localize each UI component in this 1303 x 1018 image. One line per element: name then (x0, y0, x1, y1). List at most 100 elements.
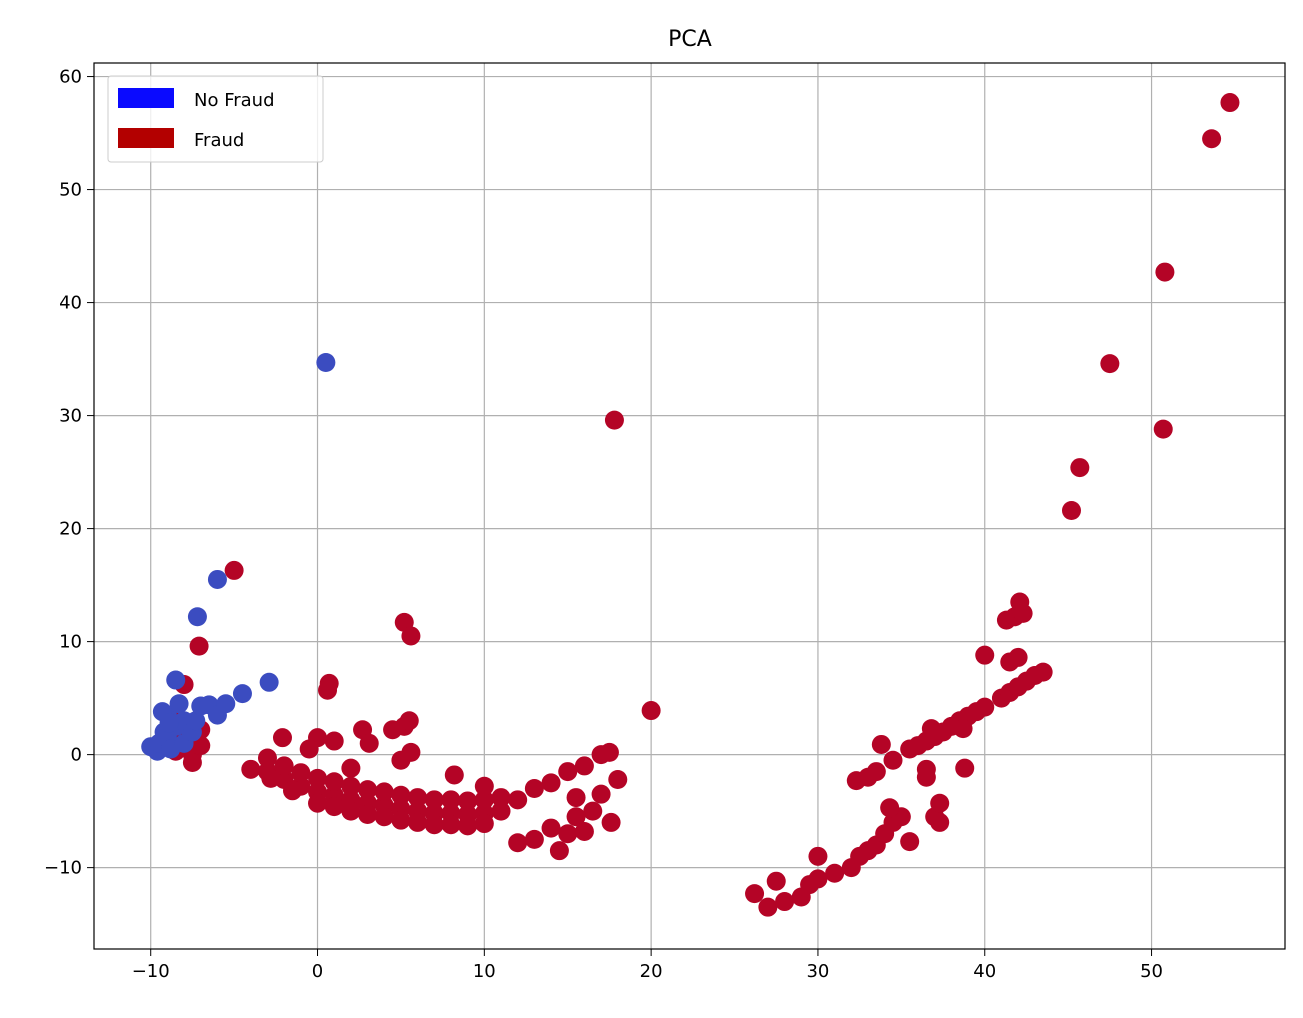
scatter-point-fraud (308, 768, 328, 788)
scatter-point-fraud (601, 812, 621, 832)
y-tick-label: 10 (59, 632, 82, 653)
scatter-point-fraud (975, 697, 995, 717)
scatter-point-fraud (921, 719, 941, 739)
scatter-point-fraud (324, 797, 344, 817)
scatter-point-fraud (458, 791, 478, 811)
scatter-point-fraud (608, 769, 628, 789)
scatter-point-fraud (574, 821, 594, 841)
scatter-point-no-fraud (159, 713, 179, 733)
scatter-point-no-fraud (186, 711, 206, 731)
scatter-point-fraud (189, 636, 209, 656)
scatter-point-fraud (508, 833, 528, 853)
scatter-point-fraud (359, 733, 379, 753)
scatter-point-fraud (558, 824, 578, 844)
scatter-point-no-fraud (166, 670, 186, 690)
x-tick-label: 40 (973, 961, 996, 982)
scatter-point-fraud (241, 759, 261, 779)
scatter-point-fraud (549, 841, 569, 861)
scatter-point-fraud (474, 814, 494, 834)
scatter-point-no-fraud (187, 607, 207, 627)
scatter-point-fraud (758, 897, 778, 917)
y-tick-label: 20 (59, 519, 82, 540)
legend-label-no-fraud: No Fraud (194, 90, 275, 111)
scatter-point-fraud (424, 815, 444, 835)
scatter-point-fraud (299, 739, 319, 759)
y-tick-label: −10 (44, 858, 82, 879)
legend-swatch-fraud (118, 128, 174, 148)
scatter-point-no-fraud (316, 352, 336, 372)
scatter-point-fraud (591, 784, 611, 804)
scatter-point-fraud (1061, 501, 1081, 521)
scatter-point-fraud (524, 779, 544, 799)
x-tick-label: 0 (312, 961, 323, 982)
scatter-point-fraud (391, 785, 411, 805)
scatter-point-fraud (291, 763, 311, 783)
scatter-point-no-fraud (169, 694, 189, 714)
scatter-point-fraud (955, 758, 975, 778)
scatter-point-fraud (324, 772, 344, 792)
scatter-point-fraud (358, 780, 378, 800)
scatter-point-fraud (324, 731, 344, 751)
scatter-point-fraud (916, 767, 936, 787)
scatter-point-fraud (566, 788, 586, 808)
scatter-point-fraud (900, 832, 920, 852)
scatter-point-fraud (524, 829, 544, 849)
scatter-point-fraud (566, 807, 586, 827)
scatter-point-fraud (766, 871, 786, 891)
legend-swatch-no-fraud (118, 88, 174, 108)
scatter-point-fraud (318, 680, 338, 700)
scatter-point-fraud (391, 750, 411, 770)
scatter-point-fraud (401, 626, 421, 646)
scatter-point-no-fraud (207, 569, 227, 589)
scatter-point-fraud (491, 788, 511, 808)
scatter-point-fraud (641, 701, 661, 721)
scatter-point-fraud (1220, 93, 1240, 113)
scatter-point-fraud (1202, 129, 1222, 149)
scatter-point-fraud (866, 762, 886, 782)
scatter-point-fraud (261, 768, 281, 788)
grid-lines (94, 63, 1285, 949)
scatter-point-fraud (374, 782, 394, 802)
scatter-point-fraud (399, 711, 419, 731)
scatter-point-fraud (604, 410, 624, 430)
scatter-point-fraud (257, 748, 277, 768)
scatter-point-fraud (883, 750, 903, 770)
scatter-point-fraud (374, 807, 394, 827)
scatter-point-fraud (358, 805, 378, 825)
x-tick-label: −10 (132, 961, 170, 982)
scatter-point-no-fraud (259, 672, 279, 692)
scatter-point-fraud (224, 560, 244, 580)
x-tick-label: 20 (640, 961, 663, 982)
scatter-point-fraud (599, 742, 619, 762)
data-points (141, 93, 1240, 917)
scatter-point-fraud (808, 869, 828, 889)
scatter-point-fraud (808, 846, 828, 866)
scatter-point-fraud (930, 793, 950, 813)
scatter-point-fraud (508, 790, 528, 810)
scatter-point-fraud (930, 812, 950, 832)
scatter-point-fraud (583, 801, 603, 821)
scatter-point-fraud (458, 816, 478, 836)
scatter-point-fraud (1153, 419, 1173, 439)
scatter-point-fraud (1013, 603, 1033, 623)
y-tick-label: 0 (71, 745, 82, 766)
scatter-point-fraud (953, 719, 973, 739)
scatter-point-fraud (871, 734, 891, 754)
scatter-point-fraud (341, 758, 361, 778)
chart-title: PCA (668, 27, 712, 52)
scatter-point-fraud (1100, 354, 1120, 374)
scatter-point-fraud (408, 812, 428, 832)
legend: No Fraud Fraud (107, 75, 324, 163)
scatter-point-fraud (441, 815, 461, 835)
scatter-point-fraud (880, 798, 900, 818)
scatter-point-fraud (444, 765, 464, 785)
scatter-point-fraud (1070, 458, 1090, 478)
scatter-point-fraud (341, 776, 361, 796)
legend-label-fraud: Fraud (194, 130, 244, 151)
scatter-point-fraud (274, 756, 294, 776)
scatter-point-fraud (441, 790, 461, 810)
scatter-point-fraud (1155, 262, 1175, 282)
scatter-point-no-fraud (232, 684, 252, 704)
plot-frame (93, 62, 1286, 950)
